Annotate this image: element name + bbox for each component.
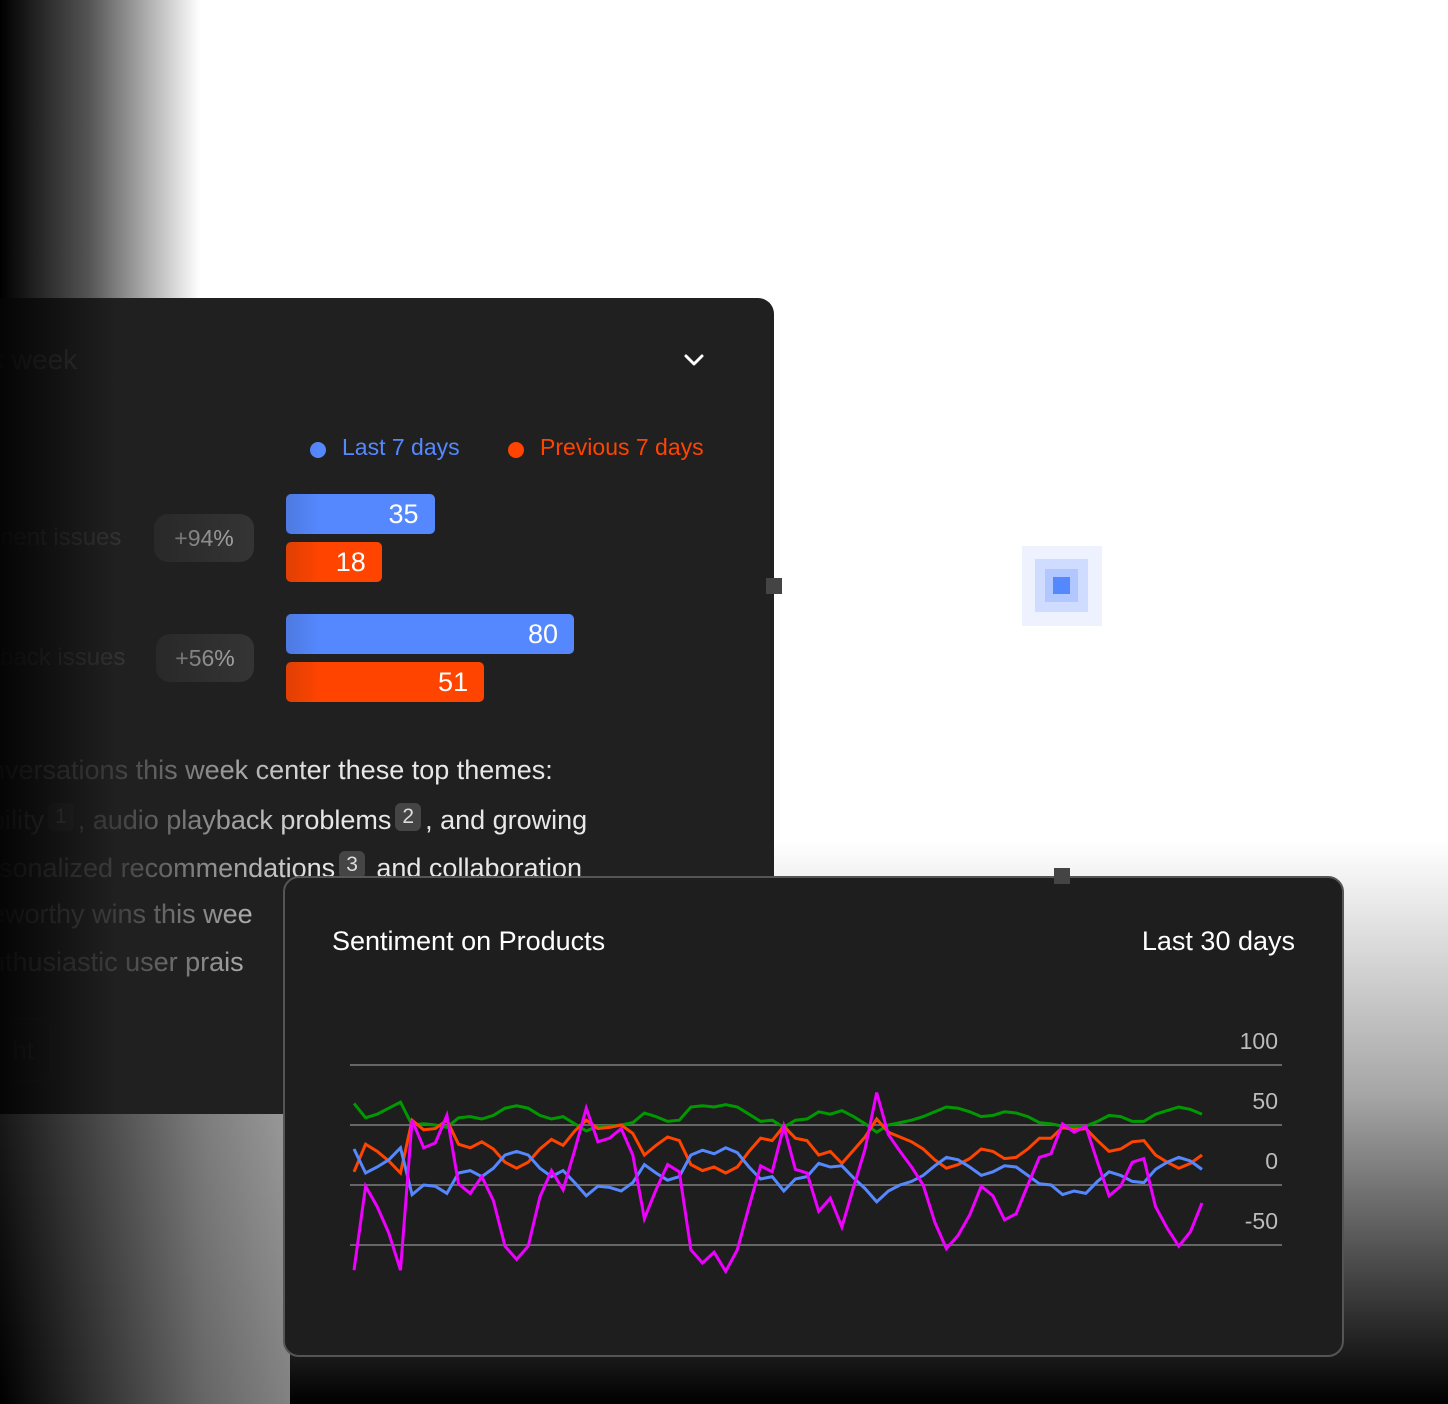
bar-previous-7-days: 18 — [286, 542, 382, 582]
resize-handle[interactable] — [766, 578, 782, 594]
summary-line: nthusiastic user prais — [0, 947, 244, 977]
summary-line: nversations this week center these top t… — [0, 755, 553, 785]
legend-dot — [508, 442, 524, 458]
background-gradient-bottom-left — [0, 1114, 290, 1404]
sentiment-chart-card: Sentiment on Products Last 30 days 100 5… — [283, 876, 1344, 1357]
card-title: s week — [0, 344, 78, 375]
bar-last-7-days: 35 — [286, 494, 435, 534]
change-badge: +56% — [156, 634, 254, 682]
y-tick-label: 50 — [1252, 1088, 1278, 1114]
legend-dot — [310, 442, 326, 458]
chart-title: Sentiment on Products — [332, 926, 606, 956]
y-tick-label: -50 — [1244, 1208, 1278, 1234]
bar-previous-7-days: 51 — [286, 662, 485, 702]
citation-badge[interactable]: 2 — [395, 803, 422, 831]
citation-badge[interactable]: 3 — [339, 851, 365, 879]
citation-badge[interactable]: 1 — [48, 803, 74, 831]
bar-last-7-days: 80 — [286, 614, 574, 654]
legend-item-previous-7-days: Previous 7 days — [508, 434, 704, 461]
background-gradient — [0, 0, 200, 300]
focus-indicator-icon — [1022, 546, 1102, 626]
summary-line: eworthy wins this wee — [0, 899, 253, 929]
row-label: back issues — [0, 644, 126, 671]
action-button[interactable]: ht — [0, 1018, 52, 1082]
text: bility — [0, 805, 45, 835]
legend-label: Last 7 days — [342, 434, 460, 460]
series-line-3 — [352, 1092, 1204, 1275]
series-line-0 — [352, 1100, 1203, 1135]
date-range-label[interactable]: Last 30 days — [1141, 926, 1295, 956]
text: , and growing — [425, 805, 588, 835]
legend-label: Previous 7 days — [540, 434, 704, 460]
series-line-2 — [352, 1144, 1203, 1204]
row-label: nent issues — [0, 524, 122, 551]
line-chart — [350, 1064, 1282, 1275]
change-badge: +94% — [154, 514, 254, 562]
fade-overlay — [0, 298, 320, 1114]
resize-handle[interactable] — [1054, 868, 1070, 884]
chevron-down-icon[interactable] — [682, 348, 706, 372]
legend-item-last-7-days: Last 7 days — [310, 434, 460, 461]
text: , audio playback problems — [77, 805, 392, 835]
y-tick-label: 100 — [1239, 1028, 1278, 1054]
y-tick-label: 0 — [1265, 1148, 1278, 1174]
